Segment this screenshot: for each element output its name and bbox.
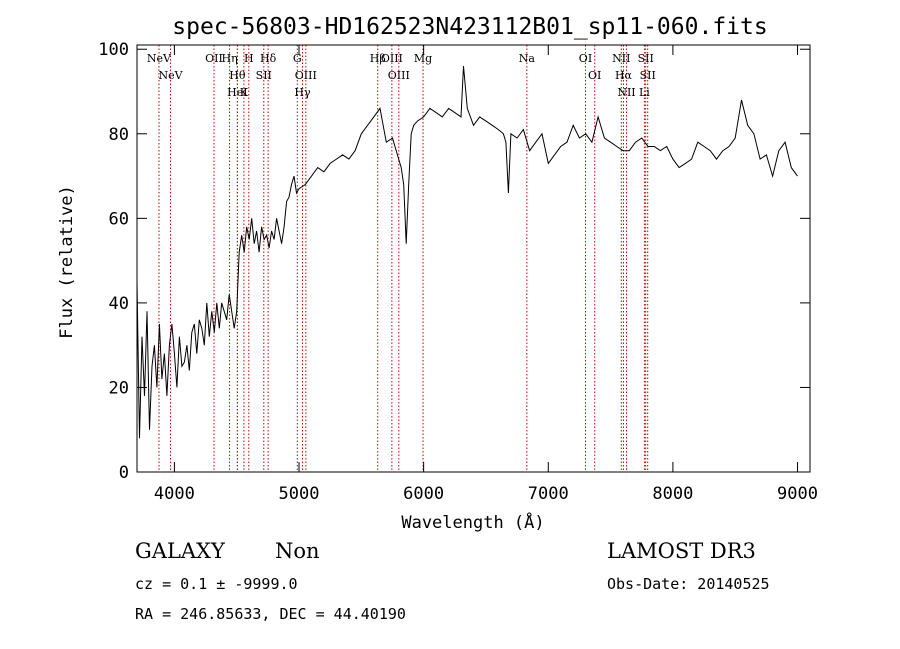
y-axis-ticks: 0 20 40 60 80 100: [98, 40, 810, 483]
spectral-line-markers: [158, 45, 649, 472]
line-marker-label: SII: [640, 69, 656, 82]
x-axis-ticks: 4000 5000 6000 7000 8000 9000: [154, 45, 818, 504]
line-marker-label: OIII: [381, 52, 403, 65]
x-tick-label: 5000: [279, 484, 320, 504]
line-marker-label: SII: [638, 52, 654, 65]
line-marker-label: NII: [612, 52, 630, 65]
line-marker-label: OI: [588, 69, 601, 82]
line-marker-label: Hθ: [229, 69, 246, 82]
spectrum-series: [136, 66, 798, 439]
line-marker-label: NeV: [158, 69, 183, 82]
line-marker-label: OIII: [295, 69, 317, 82]
y-tick-label: 60: [109, 209, 129, 229]
line-marker-label: SII: [256, 69, 272, 82]
y-tick-label: 40: [109, 294, 129, 314]
survey-name: LAMOST DR3: [607, 539, 756, 563]
y-tick-label: 80: [109, 125, 129, 145]
x-axis-label: Wavelength (Å): [401, 511, 544, 533]
line-marker-label: Mg: [414, 52, 432, 65]
x-tick-label: 9000: [777, 484, 818, 504]
y-tick-label: 20: [109, 378, 129, 398]
line-marker-label: OII: [205, 52, 223, 65]
object-class: GALAXY: [135, 539, 226, 563]
line-marker-label: Hη: [221, 52, 237, 65]
x-tick-label: 4000: [154, 484, 195, 504]
line-marker-label: OI: [579, 52, 592, 65]
line-marker-label: Hγ: [294, 86, 311, 99]
y-tick-label: 100: [98, 40, 129, 60]
line-marker-label: Li: [639, 86, 650, 99]
line-marker-label: K: [240, 86, 249, 99]
x-tick-label: 7000: [528, 484, 569, 504]
y-axis-label: Flux (relative): [57, 185, 77, 339]
plot-frame: [136, 44, 811, 473]
line-marker-label: NII: [617, 86, 635, 99]
line-marker-label: OIII: [388, 69, 410, 82]
y-tick-label: 0: [119, 463, 129, 483]
coordinates: RA = 246.85633, DEC = 44.40190: [135, 605, 406, 623]
line-marker-label: Hα: [615, 69, 633, 82]
x-tick-label: 6000: [403, 484, 444, 504]
line-marker-label: Hβ: [370, 52, 386, 65]
spectrum-line: [136, 66, 798, 439]
line-marker-label: G: [293, 52, 302, 65]
line-marker-label: Hδ: [260, 52, 277, 65]
line-marker-label: Na: [519, 52, 536, 65]
spectral-line-labels: NeVNeVOIIHηHθHeIHKHδSIIGOIIIHγHβOIIIOIII…: [147, 52, 656, 99]
observation-date: Obs-Date: 20140525: [607, 575, 770, 593]
line-marker-label: NeV: [147, 52, 172, 65]
chart-title: spec-56803-HD162523N423112B01_sp11-060.f…: [172, 14, 767, 40]
line-marker-label: HeI: [227, 86, 247, 99]
x-tick-label: 8000: [652, 484, 693, 504]
object-subclass: Non: [275, 539, 320, 563]
line-marker-label: H: [244, 52, 254, 65]
redshift-info: cz = 0.1 ± -9999.0: [135, 575, 298, 593]
